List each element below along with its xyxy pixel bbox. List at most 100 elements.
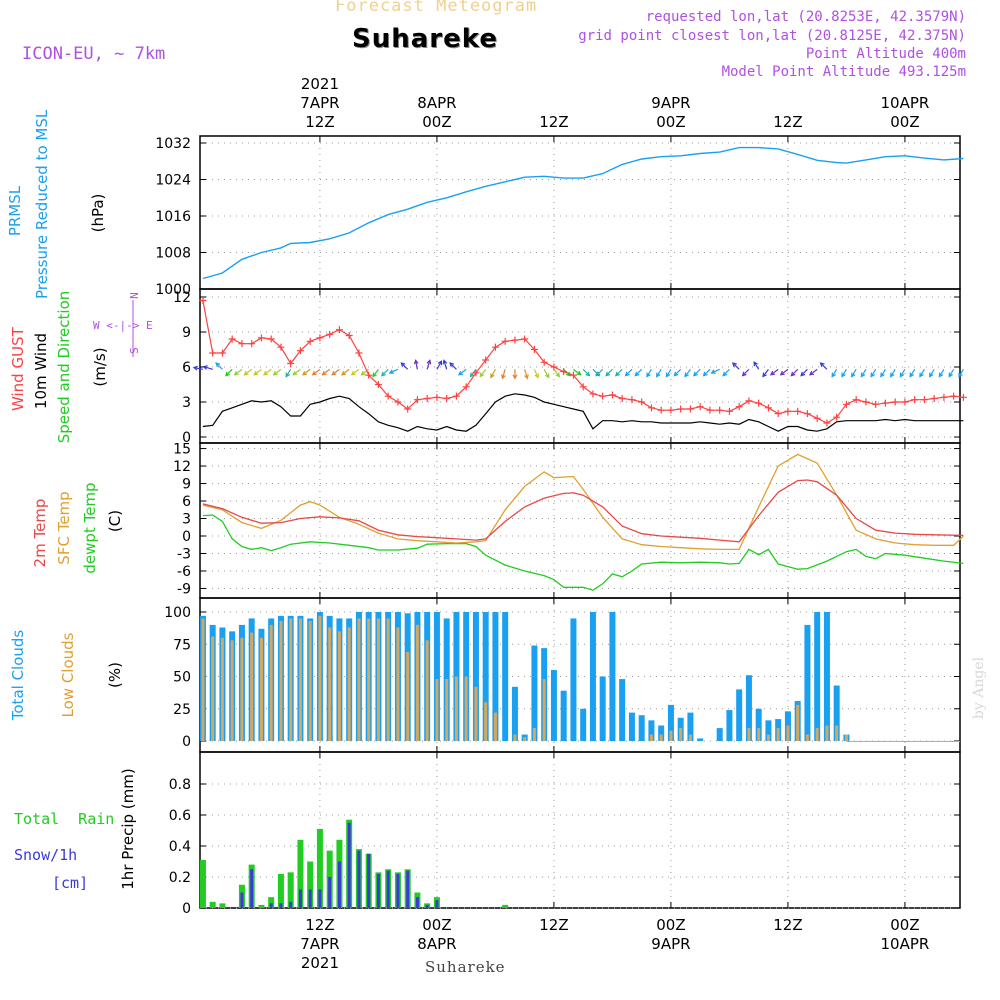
- snow-bar: [308, 889, 312, 908]
- gust-marker: [579, 383, 587, 391]
- wind-arrow-head: [870, 372, 875, 378]
- bottom-time-label: 10APR: [881, 935, 930, 953]
- requested-coordinates: requested lon,lat (20.8253E, 42.3579N): [645, 9, 966, 25]
- wind-direction-arrow: [273, 368, 282, 376]
- bottom-time-label: 7APR: [300, 935, 339, 953]
- low-clouds-bar: [240, 637, 244, 741]
- total-clouds-bar: [482, 612, 489, 741]
- low-clouds-bar: [308, 621, 312, 741]
- gust-marker: [647, 404, 655, 412]
- wind-direction-arrow: [890, 369, 896, 377]
- total-clouds-bar: [502, 612, 509, 741]
- top-time-label: 8APR: [417, 94, 456, 112]
- top-time-label: 10APR: [881, 94, 930, 112]
- total-clouds-bar: [804, 624, 811, 741]
- total-clouds-bar: [560, 690, 567, 741]
- low-clouds-bar: [269, 624, 273, 741]
- wind-tick-label: 12: [173, 290, 191, 306]
- low-clouds-bar: [474, 686, 478, 741]
- low-clouds-bar: [396, 627, 400, 741]
- wind-arrow-head: [253, 370, 259, 376]
- precip-panel-frame: [199, 751, 961, 909]
- gust-marker: [277, 343, 285, 351]
- wind-arrow-head: [501, 374, 506, 380]
- snow-bar: [328, 877, 332, 908]
- wind-arrow-head: [851, 372, 856, 378]
- gust-marker: [667, 406, 675, 414]
- low-clouds-bar: [250, 632, 254, 741]
- low-clouds-bar: [786, 725, 790, 741]
- low-clouds-bar: [815, 728, 819, 741]
- wind-arrow-head: [437, 360, 443, 366]
- top-time-label: 12Z: [773, 113, 802, 131]
- bottom-time-label: 00Z: [656, 916, 685, 934]
- wind-direction-arrow: [790, 368, 799, 377]
- rain-bar: [219, 903, 226, 908]
- wind-arrow-head: [808, 370, 815, 376]
- wind-arrow-head: [321, 370, 327, 376]
- wind-arrow-head: [614, 371, 620, 377]
- total-clouds-bar: [580, 708, 587, 741]
- rain-bar: [297, 839, 304, 908]
- wind-direction-arrow: [225, 368, 233, 377]
- wind-arrow-head: [624, 371, 630, 377]
- wind-tick-label: 0: [182, 430, 191, 446]
- wind-arrow-head: [909, 372, 914, 378]
- wind-arrow-head: [413, 359, 419, 365]
- low-clouds-bar: [669, 730, 673, 741]
- wind-direction-arrow: [524, 369, 528, 379]
- clouds-tick-label: 75: [173, 637, 191, 653]
- gust-marker: [267, 335, 275, 343]
- gust-marker: [950, 392, 958, 400]
- wind-tick-label: 9: [182, 325, 191, 341]
- wind-direction-arrow: [909, 369, 916, 377]
- total-clouds-bar: [833, 685, 840, 741]
- wind-direction-arrow: [673, 368, 682, 377]
- wind-direction-arrow: [851, 369, 857, 377]
- wind-direction-arrow: [742, 368, 750, 377]
- wind-direction-arrow: [449, 362, 457, 370]
- wind-arrow-head: [262, 370, 269, 376]
- wind-direction-arrow: [831, 369, 838, 377]
- snow-bar: [250, 869, 254, 908]
- gust-marker: [569, 371, 577, 379]
- wind-direction-arrow: [436, 360, 442, 370]
- total-clouds-bar: [755, 708, 762, 741]
- rain-bar: [316, 828, 323, 908]
- low-clouds-bar: [484, 702, 488, 741]
- gust-marker: [608, 391, 616, 399]
- gust-marker: [423, 395, 431, 402]
- wind-arrow-head: [702, 371, 708, 377]
- gust-marker: [842, 400, 850, 408]
- wind-direction-arrow: [780, 368, 789, 376]
- precip-tick-label: 0.2: [169, 870, 191, 886]
- wind-arrow-head: [380, 371, 386, 377]
- precip-tick-label: 0.6: [169, 808, 191, 824]
- low-clouds-bar: [825, 725, 829, 741]
- wind-direction-arrow: [860, 369, 867, 377]
- gust-marker: [716, 406, 724, 414]
- wind-direction-arrow: [351, 368, 360, 376]
- snow-label: Snow/1h: [14, 846, 78, 864]
- compass-n: N: [127, 292, 141, 299]
- snow-bar: [240, 892, 244, 908]
- prmsl-label: PRMSL: [6, 185, 24, 237]
- total-clouds-bar: [687, 712, 694, 741]
- gust-marker: [628, 396, 636, 404]
- wind-arrow-head: [958, 372, 963, 378]
- wind-direction-arrow: [215, 362, 223, 370]
- total-clouds-bar: [726, 710, 733, 741]
- wind-arrow-head: [233, 370, 239, 376]
- gust-marker: [794, 407, 802, 415]
- snow-bar: [357, 850, 361, 908]
- wind-tick-label: 3: [182, 395, 191, 411]
- low-clouds-bar: [747, 728, 751, 741]
- wind-direction-arrow: [341, 368, 350, 376]
- compass-s: S: [127, 347, 141, 354]
- gust-marker: [764, 404, 772, 412]
- wind-arrow-head: [880, 372, 885, 378]
- low-clouds-bar: [776, 728, 780, 741]
- top-time-label: 00Z: [656, 113, 685, 131]
- wind-arrow-head: [388, 369, 394, 374]
- pressure-panel-frame: [199, 135, 961, 290]
